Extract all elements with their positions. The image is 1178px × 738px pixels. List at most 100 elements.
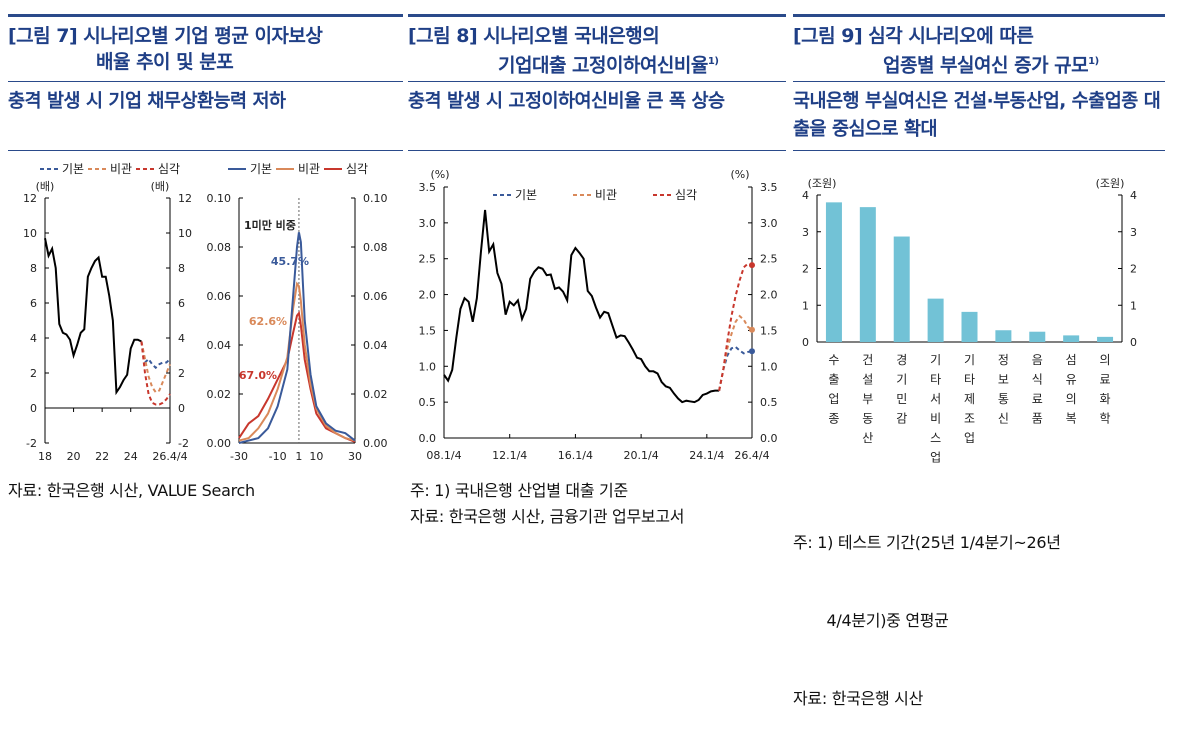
y-tick-label: 2	[30, 367, 37, 380]
density-line-1	[238, 281, 356, 442]
category-label-char: 비	[930, 412, 941, 426]
category-label-char: 제	[964, 392, 975, 406]
x-tick-label: 22	[95, 450, 109, 463]
y-tick-label: 3.5	[760, 181, 778, 194]
category-label-char: 유	[1066, 373, 1077, 387]
y-tick-label: 12	[23, 192, 37, 205]
figure-8-header: [그림 8] 시나리오별 국내은행의 기업대출 고정이하여신비율1) 충격 발생 …	[408, 14, 786, 151]
divider	[408, 81, 786, 82]
scenario-line-2	[718, 262, 753, 391]
y-tick-label: 10	[23, 227, 37, 240]
legend-label: 심각	[346, 162, 368, 176]
y-unit-label: (조원)	[808, 177, 837, 190]
y-tick-label: 0.06	[207, 290, 232, 303]
category-label-char: 업	[828, 392, 839, 406]
x-tick-label: -30	[230, 450, 248, 463]
figure-title: [그림 9] 심각 시나리오에 따른 업종별 부실여신 증가 규모1)	[793, 25, 1099, 77]
bar-7	[1063, 335, 1080, 342]
y-tick-label: 0	[1130, 336, 1137, 349]
y-tick-label: 8	[30, 262, 37, 275]
category-label-char: 의	[1066, 392, 1077, 406]
figure-8-notes: 주: 1) 국내은행 산업별 대출 기준 자료: 한국은행 시산, 금융기관 업…	[410, 481, 685, 526]
category-label-char: 보	[998, 373, 1009, 387]
category-label-char: 화	[1100, 392, 1111, 406]
annotation-label: 1미만 비중	[244, 218, 296, 232]
top-rule	[408, 14, 786, 17]
scenario-line-2	[140, 341, 171, 406]
y-unit-label: (%)	[730, 168, 749, 181]
category-label-char: 조	[964, 412, 975, 426]
y-tick-label: 1	[802, 299, 809, 312]
endpoint-marker	[749, 262, 755, 269]
divider	[793, 150, 1165, 151]
y-tick-label: 2	[802, 263, 809, 276]
y-unit-label: (배)	[151, 180, 170, 193]
y-tick-label: 0.04	[207, 339, 232, 352]
bar-0	[825, 202, 842, 342]
y-tick-label: 4	[30, 332, 37, 345]
category-label-char: 부	[862, 392, 873, 406]
figure-9-header: [그림 9] 심각 시나리오에 따른 업종별 부실여신 증가 규모1) 국내은행 …	[793, 14, 1165, 151]
category-label-char: 타	[964, 373, 975, 387]
category-label-char: 동	[862, 412, 873, 426]
category-label-char: 출	[828, 373, 839, 387]
legend-label: 심각	[675, 188, 697, 202]
category-label-char: 민	[896, 392, 907, 406]
y-tick-label: -2	[26, 437, 37, 450]
y-tick-label: 4	[802, 189, 809, 202]
annotation-severe: 67.0%	[239, 369, 277, 382]
category-label-char: 통	[998, 392, 1009, 406]
history-line	[44, 238, 142, 396]
y-tick-label: 4	[178, 332, 185, 345]
y-tick-label: 0.02	[363, 388, 388, 401]
x-tick-label: 12.1/4	[492, 449, 527, 462]
y-tick-label: 1.0	[760, 360, 778, 373]
y-tick-label: 0.08	[207, 241, 232, 254]
scenario-line-0	[140, 341, 171, 370]
density-line-2	[238, 310, 356, 443]
x-tick-label: 20.1/4	[624, 449, 659, 462]
legend-label: 비관	[595, 188, 617, 202]
category-label-char: 료	[1100, 373, 1111, 387]
figure-title: [그림 7] 시나리오별 기업 평균 이자보상 배율 추이 및 분포	[8, 25, 323, 73]
figure-7-header: [그림 7] 시나리오별 기업 평균 이자보상 배율 추이 및 분포 충격 발생 …	[8, 14, 403, 151]
y-tick-label: 0.0	[419, 432, 437, 445]
figure-subtitle: 국내은행 부실여신은 건설·부동산업, 수출업종 대출을 중심으로 확대	[793, 91, 1161, 140]
legend-label: 비관	[110, 162, 132, 176]
y-tick-label: 2	[178, 367, 185, 380]
category-label-char: 신	[998, 412, 1009, 426]
y-tick-label: 0.5	[419, 396, 437, 409]
y-tick-label: 2.5	[760, 253, 778, 266]
bar-8	[1097, 336, 1114, 342]
category-label-char: 산	[862, 431, 873, 445]
category-label-char: 수	[828, 353, 839, 367]
category-label-char: 품	[1032, 412, 1043, 426]
annotation-pessimistic: 62.6%	[249, 315, 287, 328]
figure-7-notes: 자료: 한국은행 시산, VALUE Search	[8, 481, 255, 500]
x-tick-label: 24.1/4	[689, 449, 724, 462]
category-label-char: 업	[930, 451, 941, 465]
legend-label: 기본	[515, 188, 537, 202]
y-tick-label: 2.0	[760, 289, 778, 302]
x-tick-label: 08.1/4	[426, 449, 461, 462]
y-tick-label: 0.06	[363, 290, 388, 303]
category-label-char: 기	[930, 353, 941, 367]
x-tick-label: 24	[124, 450, 138, 463]
category-label-char: 경	[896, 353, 907, 367]
y-tick-label: 10	[178, 227, 192, 240]
legend-label: 기본	[250, 162, 272, 176]
y-tick-label: 0	[30, 402, 37, 415]
x-tick-label: 10	[309, 450, 323, 463]
top-rule	[793, 14, 1165, 17]
y-tick-label: 0.00	[207, 437, 232, 450]
divider	[793, 81, 1165, 82]
y-tick-label: 0.10	[207, 192, 232, 205]
y-tick-label: 0.00	[363, 437, 388, 450]
y-unit-label: (배)	[36, 180, 55, 193]
divider	[8, 81, 403, 82]
y-tick-label: 0.08	[363, 241, 388, 254]
scenario-line-1	[718, 314, 753, 391]
divider	[8, 150, 403, 151]
category-label-char: 설	[862, 373, 873, 387]
